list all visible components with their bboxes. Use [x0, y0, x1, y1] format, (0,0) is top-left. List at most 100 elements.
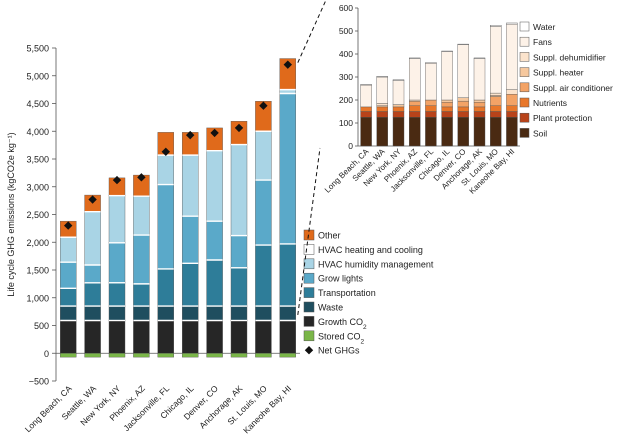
legend-swatch-grow-lights: [303, 272, 315, 284]
bar-growth-co2-jacksonville-fl: [157, 320, 175, 354]
main-tick-labels: −500 0 500 1,000 1,500 2,000 2,500 3,000 3,500 4,…: [6, 44, 293, 436]
inset-bar-soil-new-york-ny: [392, 117, 405, 147]
legend-swatch-hvac-humidity-management: [303, 258, 315, 270]
inset-legend-swatch-fans: [519, 36, 530, 47]
bar-stored-co2-denver-co: [206, 353, 223, 358]
net-ghg-marker-chicago-il: [186, 130, 195, 140]
inset-bar-water-new-york-ny: [392, 79, 405, 81]
bar-growth-co2-st-louis-mo: [255, 320, 272, 354]
bar-grow-lights-chicago-il: [181, 215, 199, 264]
zoom-line-bottom: [297, 147, 321, 316]
inset-bar-water-jacksonville-fl: [425, 62, 437, 64]
inset-bar-fans-new-york-ny: [392, 80, 405, 105]
bar-hvac-humidity-management-long-beach-ca: [60, 237, 77, 263]
legend-label-hvac-heating-and-cooling: HVAC heating and cooling: [318, 245, 423, 255]
inset-bar-nutrients-anchorage-ak: [473, 106, 486, 112]
bar-hvac-humidity-management-denver-co: [206, 150, 223, 222]
inset-bar-fans-long-beach-ca: [360, 84, 372, 108]
inset-bar-nutrients-st-louis-mo: [490, 105, 502, 112]
net-ghg-marker-denver-co: [210, 128, 219, 138]
inset-bar-plant-protection-new-york-ny: [392, 111, 405, 118]
bar-hvac-humidity-management-st-louis-mo: [255, 131, 272, 181]
inset-legend-label-suppl-heater: Suppl. heater: [533, 68, 584, 78]
inset-bar-plant-protection-st-louis-mo: [490, 111, 502, 118]
y-tick-label: 2,500: [26, 210, 49, 220]
bar-growth-co2-long-beach-ca: [60, 320, 77, 354]
bar-growth-co2-chicago-il: [181, 320, 199, 354]
bar-stored-co2-phoenix-az: [133, 353, 150, 358]
bar-transportation-seattle-wa: [84, 282, 101, 307]
inset-bar-suppl-air-conditioner-kaneohe-bay-hi: [506, 94, 518, 106]
inset-legend-label-suppl-air-conditioner: Suppl. air conditioner: [533, 83, 613, 93]
inset-bar-fans-denver-co: [457, 44, 469, 98]
legend-label-grow-lights: Grow lights: [318, 274, 364, 284]
inset-y-tick-label: 0: [348, 141, 353, 151]
y-tick-label: 2,000: [26, 238, 49, 248]
inset-legend-swatch-suppl-heater: [519, 67, 530, 77]
inset-bar-fans-seattle-wa: [376, 76, 388, 104]
legend-label-hvac-humidity-management: HVAC humidity management: [318, 259, 434, 269]
inset-legend-swatch-suppl-air-conditioner: [519, 82, 530, 93]
inset-bar-suppl-air-conditioner-chicago-il: [441, 102, 453, 108]
inset-legend-label-water: Water: [533, 22, 556, 32]
inset-bar-plant-protection-jacksonville-fl: [425, 111, 437, 118]
bar-hvac-humidity-management-seattle-wa: [84, 211, 101, 266]
bar-waste-anchorage-ak: [230, 305, 248, 321]
bar-growth-co2-seattle-wa: [84, 320, 101, 354]
y-tick-label: 0: [44, 349, 49, 359]
inset-bar-water-kaneohe-bay-hi: [506, 22, 518, 25]
inset-bar-fans-chicago-il: [441, 51, 453, 101]
net-ghg-marker-seattle-wa: [88, 195, 97, 204]
inset-legend-label-nutrients: Nutrients: [533, 98, 567, 108]
inset-legend: Water Fans Suppl. dehumidifier Suppl. heate…: [519, 21, 613, 138]
inset-y-tick-label: 100: [339, 118, 353, 128]
bar-transportation-chicago-il: [181, 263, 199, 307]
inset-bar-water-st-louis-mo: [490, 25, 502, 27]
inset-bar-soil-phoenix-az: [409, 117, 421, 147]
inset-bar-water-phoenix-az: [409, 57, 421, 59]
inset-legend-label-plant-protection: Plant protection: [533, 113, 592, 123]
inset-bar-suppl-heater-chicago-il: [441, 99, 453, 103]
bar-stored-co2-seattle-wa: [84, 353, 101, 358]
inset-bar-suppl-air-conditioner-st-louis-mo: [490, 96, 502, 106]
bar-grow-lights-phoenix-az: [133, 234, 150, 285]
bar-transportation-denver-co: [206, 259, 223, 307]
legend-label-waste: Waste: [318, 303, 343, 313]
legend-label-growth-co2: Growth CO2: [318, 317, 367, 331]
bar-waste-chicago-il: [181, 305, 199, 321]
inset-bar-nutrients-chicago-il: [441, 106, 453, 112]
bar-transportation-anchorage-ak: [230, 267, 248, 307]
y-tick-label: −500: [29, 377, 49, 387]
main-legend: Other HVAC heating and cooling HVAC humidi…: [303, 229, 434, 356]
inset-bar-fans-jacksonville-fl: [425, 63, 437, 101]
bar-transportation-phoenix-az: [133, 283, 150, 307]
inset-legend-swatch-plant-protection: [519, 112, 530, 123]
bar-waste-st-louis-mo: [255, 305, 272, 321]
bar-grow-lights-anchorage-ak: [230, 235, 248, 268]
bar-hvac-humidity-management-chicago-il: [181, 154, 199, 217]
inset-bar-plant-protection-anchorage-ak: [473, 111, 486, 118]
inset-bar-plant-protection-kaneohe-bay-hi: [506, 111, 518, 118]
y-tick-label: 5,500: [26, 44, 49, 54]
y-axis-label: Life cycle GHG emissions (kgCO2e kg⁻¹): [6, 132, 16, 296]
inset-bar-plant-protection-chicago-il: [441, 111, 453, 118]
bar-waste-jacksonville-fl: [157, 305, 175, 321]
inset-bar-suppl-air-conditioner-phoenix-az: [409, 100, 421, 106]
bar-growth-co2-new-york-ny: [108, 320, 126, 354]
y-tick-label: 3,000: [26, 182, 49, 192]
zoom-connector: [297, 0, 327, 316]
bar-stored-co2-kaneohe-bay-hi: [279, 353, 296, 358]
inset-bar-nutrients-denver-co: [457, 106, 469, 112]
inset-bar-suppl-heater-anchorage-ak: [473, 99, 486, 103]
inset-legend-swatch-soil: [519, 128, 530, 138]
y-tick-label: 500: [34, 321, 49, 331]
bar-transportation-new-york-ny: [108, 282, 126, 307]
bar-growth-co2-kaneohe-bay-hi: [279, 320, 296, 354]
bar-grow-lights-st-louis-mo: [255, 179, 272, 246]
y-tick-label: 4,000: [26, 127, 49, 137]
bar-waste-denver-co: [206, 305, 223, 321]
inset-bar-suppl-heater-denver-co: [457, 97, 469, 102]
inset-bar-water-seattle-wa: [376, 76, 388, 78]
inset-bar-soil-jacksonville-fl: [425, 117, 437, 147]
legend-swatch-waste: [303, 301, 315, 313]
